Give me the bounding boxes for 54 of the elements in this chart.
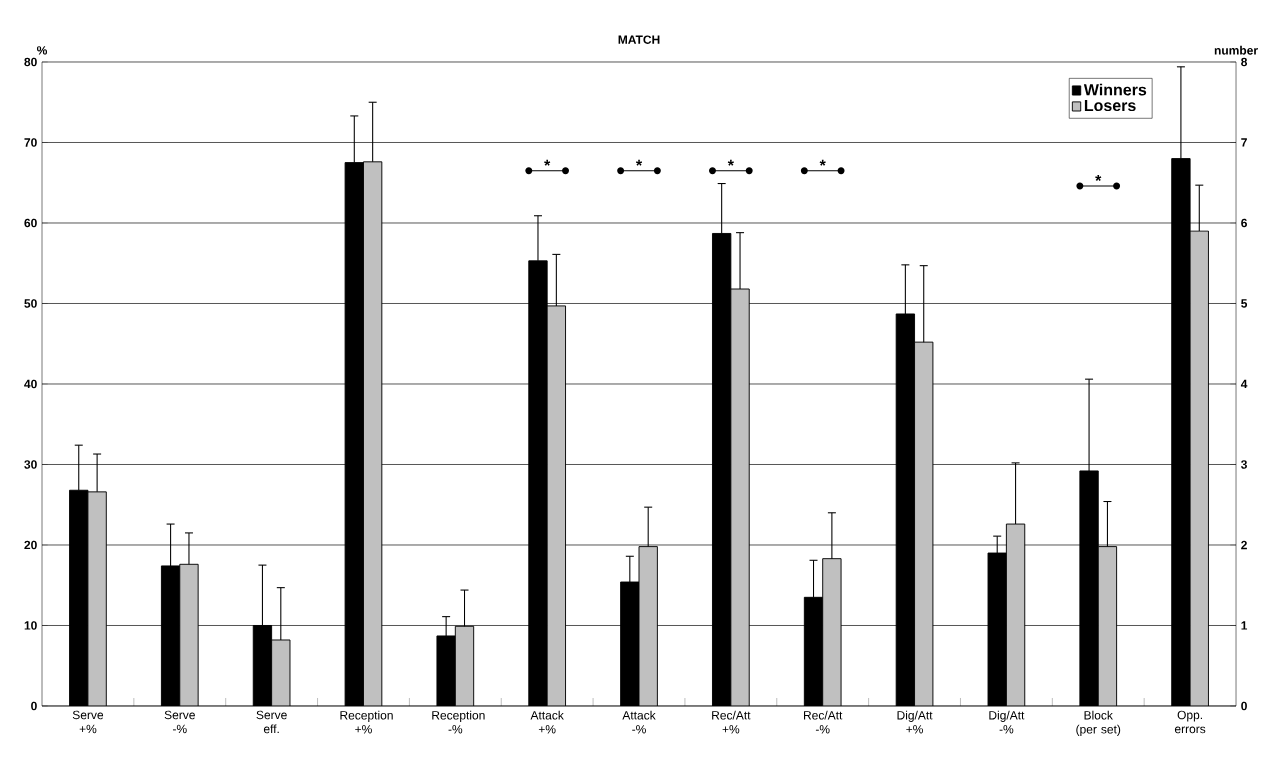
bar <box>730 288 750 706</box>
x-tick-label: Reception -% <box>432 710 485 734</box>
annotation: * <box>544 159 551 166</box>
annotation: * <box>819 159 826 166</box>
x-tick-label: Dig/Att -% <box>989 710 1025 734</box>
x-tick-label: Block (per set) <box>1076 710 1121 736</box>
bar <box>1005 523 1026 706</box>
bar <box>1189 230 1209 706</box>
y-tick-label: 50 <box>24 299 37 308</box>
y2-axis-title: number <box>1214 45 1258 55</box>
y2-tick-label: 7 <box>1241 138 1247 147</box>
annotation: * <box>1095 174 1102 181</box>
y-tick-label: 30 <box>24 460 37 469</box>
x-tick-label: Rec/Att +% <box>712 710 751 734</box>
y2-tick-label: 6 <box>1241 218 1247 228</box>
bar <box>822 558 842 706</box>
legend-label: Losers <box>1084 99 1136 112</box>
y2-tick-label: 2 <box>1241 540 1247 550</box>
bar <box>87 491 107 706</box>
bar <box>914 341 934 706</box>
x-tick-label: Serve -% <box>164 710 195 734</box>
x-tick-label: Rec/Att -% <box>804 710 843 734</box>
y-tick-label: 20 <box>24 540 37 550</box>
x-tick-label: Serve +% <box>72 710 104 734</box>
y2-tick-label: 8 <box>1241 57 1248 67</box>
chart-title: MATCH <box>618 35 660 44</box>
y2-tick-label: 0 <box>1241 701 1247 711</box>
x-tick-label: Dig/Att +% <box>897 710 933 734</box>
x-tick-label: Opp. errors <box>1174 710 1206 734</box>
bar <box>363 161 383 706</box>
y-tick-label: 70 <box>24 138 37 147</box>
y-axis-title: % <box>36 46 48 55</box>
annotation: * <box>727 159 734 166</box>
y2-tick-label: 5 <box>1241 299 1248 308</box>
bar <box>454 625 475 706</box>
bar <box>1097 546 1118 706</box>
y-tick-label: 10 <box>24 621 37 630</box>
y-tick-label: 0 <box>31 701 37 711</box>
x-tick-label: Attack -% <box>622 710 656 734</box>
y-tick-label: 60 <box>24 218 37 228</box>
x-tick-label: Attack +% <box>530 710 564 734</box>
bar <box>179 563 199 706</box>
x-tick-label: Reception +% <box>340 710 393 734</box>
y-tick-label: 40 <box>24 379 37 389</box>
annotation: * <box>635 159 643 166</box>
y2-tick-label: 1 <box>1241 621 1248 630</box>
y-tick-label: 80 <box>24 57 37 67</box>
x-tick-label: Serve eff. <box>256 710 287 734</box>
y2-tick-label: 3 <box>1241 460 1247 469</box>
bar <box>546 305 566 706</box>
y2-tick-label: 4 <box>1240 379 1248 389</box>
bar <box>271 639 291 706</box>
legend-label: Winners <box>1083 83 1147 96</box>
bar <box>638 546 658 706</box>
